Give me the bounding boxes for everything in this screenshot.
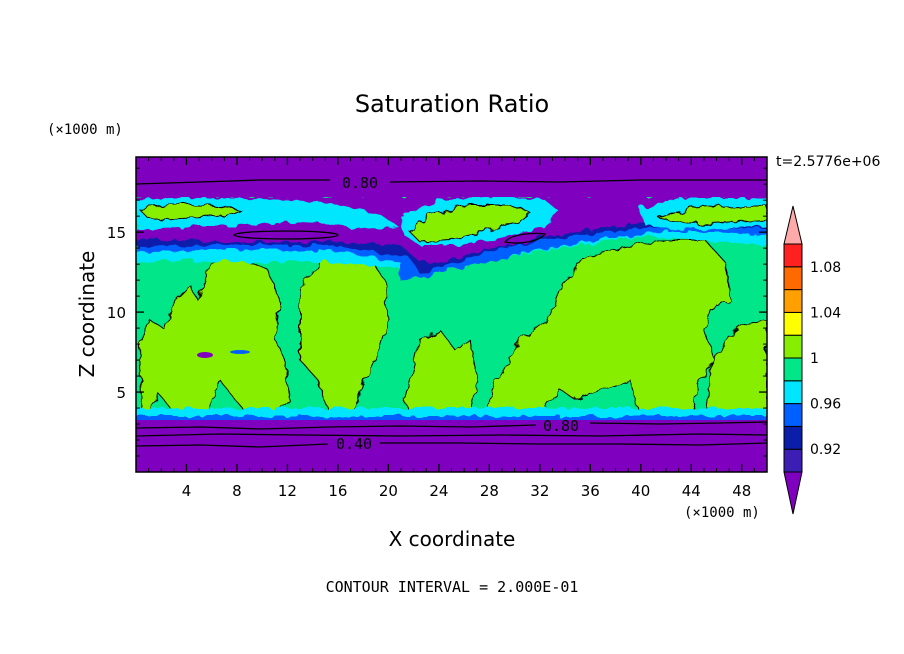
x-tick-label: 28 [480,482,499,500]
colorbar-label: 1.08 [810,260,841,276]
x-tick-label: 8 [232,482,242,500]
colorbar-box [783,289,803,313]
y-axis-label: Z coordinate [75,251,99,378]
contour-field [136,157,767,472]
colorbar-box [783,266,803,291]
region-purple [197,352,213,358]
chart-title: Saturation Ratio [355,90,549,118]
region-purple [136,157,767,197]
contour-interval: CONTOUR INTERVAL = 2.000E-01 [326,578,579,596]
region-lime [704,319,767,421]
x-tick-label: 44 [682,482,701,500]
x-tick-label: 12 [278,482,297,500]
y-tick-label: 5 [116,384,126,402]
colorbar-box [783,403,803,427]
colorbar-box [783,425,803,450]
colorbar-label: 0.96 [810,397,841,413]
x-tick-label: 36 [581,482,600,500]
colorbar-box [783,448,803,473]
colorbar: 0.92 0.96 1 1.04 1.08 [783,205,841,515]
region-lime [138,204,242,221]
contour-label: 0.80 [543,417,579,435]
y-axis-unit: (×1000 m) [47,122,123,138]
x-tick-label: 4 [182,482,192,500]
colorbar-box [783,357,803,382]
colorbar-box [783,311,803,336]
contour-line [136,421,767,430]
x-tick-label: 40 [631,482,650,500]
y-tick-label: 10 [107,304,126,322]
y-tick-label: 15 [107,224,126,242]
region-lime [409,204,531,243]
x-tick-label: 20 [379,482,398,500]
colorbar-lower-extension [783,471,803,515]
contour-label: 0.80 [342,174,378,192]
region-blue [230,350,250,354]
contour-line [136,433,767,437]
x-tick-label: 48 [732,482,751,500]
colorbar-upper-extension [783,205,803,245]
colorbar-label: 1.04 [810,305,841,321]
region-lime [486,239,731,419]
contour-line [136,179,767,185]
contour-line [503,232,547,244]
contour-label: 0.40 [336,435,372,453]
region-lime [657,205,767,225]
colorbar-box [783,243,803,268]
x-axis-label: X coordinate [389,527,516,551]
colorbar-label: 0.92 [810,442,841,458]
colorbar-box [783,334,803,359]
x-tick-label: 16 [328,482,347,500]
x-tick-label: 32 [530,482,549,500]
contour-line [136,442,767,448]
colorbar-box [783,380,803,405]
colorbar-label: 1 [810,351,819,367]
contour-line [233,230,339,240]
x-tick-label: 24 [429,482,448,500]
x-axis-unit: (×1000 m) [684,505,760,521]
time-label: t=2.5776e+06 [776,154,880,170]
